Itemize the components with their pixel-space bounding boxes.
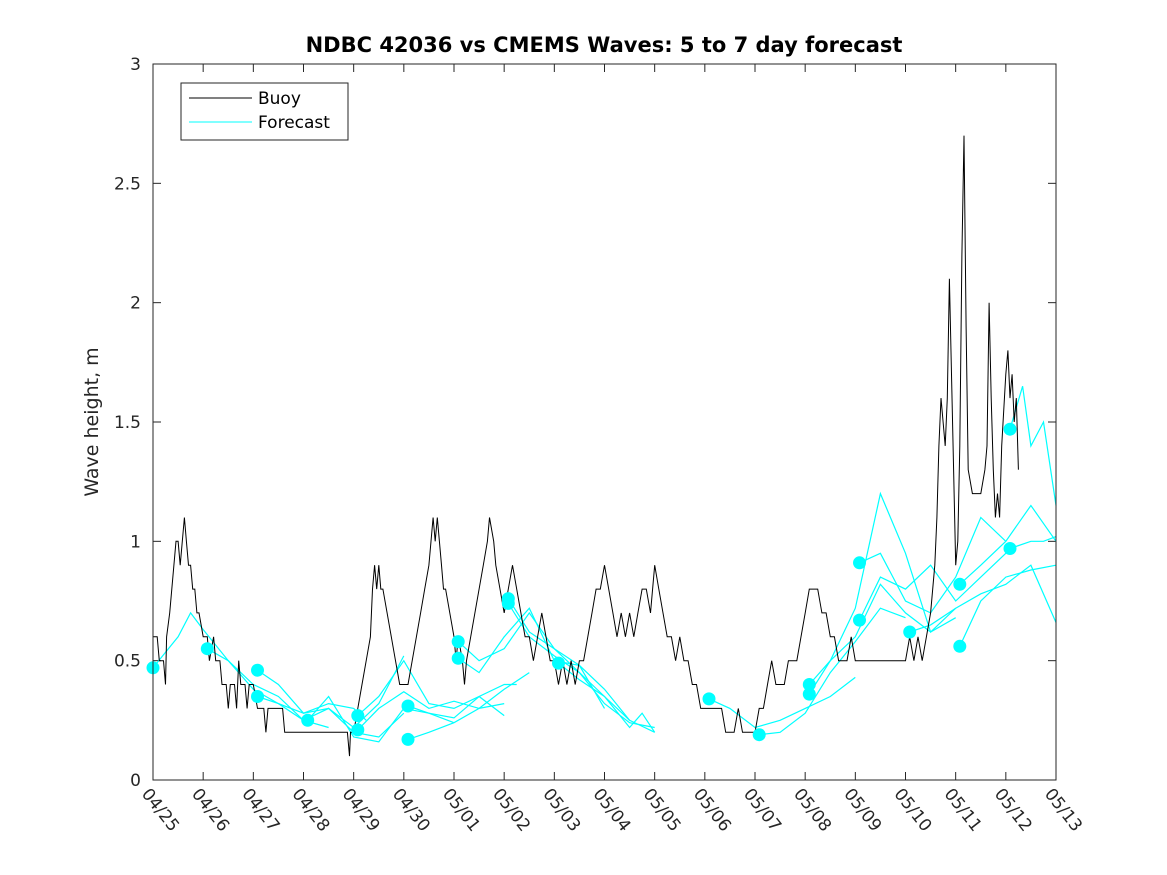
y-axis-label: Wave height, m xyxy=(81,347,103,496)
forecast-line xyxy=(858,552,1007,621)
y-tick-label: 3 xyxy=(130,55,141,75)
forecast-line xyxy=(558,662,656,733)
forecast-start-marker xyxy=(1003,542,1017,555)
forecast-start-marker xyxy=(953,639,967,653)
legend: Buoy Forecast xyxy=(180,82,349,141)
forecast-start-marker xyxy=(451,651,465,665)
buoy-line xyxy=(153,135,1019,757)
forecast-start-marker xyxy=(802,687,816,701)
forecast-line xyxy=(257,695,405,738)
y-tick-label: 2.5 xyxy=(114,174,141,194)
forecast-start-markers xyxy=(146,422,1017,746)
y-tick-label: 0.5 xyxy=(114,652,141,672)
legend-box xyxy=(180,82,349,141)
y-tick-label: 0 xyxy=(130,771,141,791)
forecast-start-marker xyxy=(301,713,315,727)
forecast-start-marker xyxy=(401,699,415,713)
forecast-line xyxy=(959,564,1057,647)
y-tick-label: 1.5 xyxy=(114,413,141,433)
forecast-line xyxy=(407,672,530,740)
forecast-line xyxy=(407,683,517,719)
plot-frame xyxy=(152,63,1057,781)
chart-title: NDBC 42036 vs CMEMS Waves: 5 to 7 day fo… xyxy=(306,33,903,57)
forecast-start-marker xyxy=(251,690,264,703)
forecast-start-marker xyxy=(251,663,264,677)
y-tick-label: 2 xyxy=(130,294,141,314)
forecast-series xyxy=(152,386,1057,743)
forecast-start-marker xyxy=(351,723,365,737)
forecast-start-marker xyxy=(451,635,465,649)
forecast-line xyxy=(909,564,1057,633)
forecast-start-marker xyxy=(953,577,967,591)
forecast-start-marker xyxy=(351,709,365,723)
forecast-start-marker xyxy=(752,728,766,742)
forecast-start-marker xyxy=(853,613,866,627)
forecast-line xyxy=(1009,386,1057,506)
forecast-line xyxy=(959,504,1057,585)
forecast-line xyxy=(1009,536,1057,550)
legend-buoy-label: Buoy xyxy=(258,89,301,109)
forecast-start-marker xyxy=(552,656,565,670)
buoy-series xyxy=(153,135,1019,757)
forecast-line xyxy=(708,676,856,729)
forecast-line xyxy=(207,648,367,721)
forecast-start-marker xyxy=(802,678,816,691)
forecast-line xyxy=(759,607,906,736)
plot-area xyxy=(153,64,1056,780)
forecast-start-marker xyxy=(401,732,415,746)
forecast-start-marker xyxy=(903,625,917,639)
forecast-line xyxy=(808,491,957,695)
forecast-start-marker xyxy=(1003,422,1017,436)
y-tick-label: 1 xyxy=(130,532,141,552)
legend-forecast-label: Forecast xyxy=(258,113,330,133)
forecast-start-marker xyxy=(501,596,515,610)
forecast-line xyxy=(457,611,631,721)
forecast-start-marker xyxy=(702,692,716,706)
forecast-start-marker xyxy=(853,556,866,570)
forecast-line xyxy=(507,598,655,733)
forecast-start-marker xyxy=(200,642,214,656)
